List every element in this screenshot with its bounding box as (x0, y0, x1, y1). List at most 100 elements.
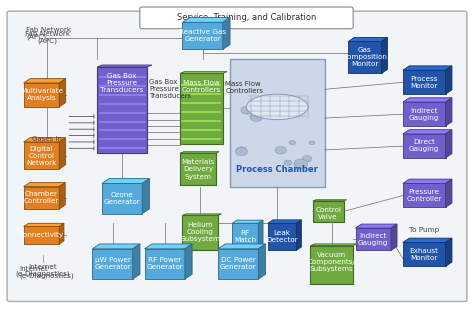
Text: Exhaust
Monitor: Exhaust Monitor (410, 248, 439, 261)
FancyBboxPatch shape (403, 183, 446, 207)
Text: μW Power
Generator: μW Power Generator (94, 257, 131, 271)
Circle shape (250, 113, 263, 122)
Text: Reactive Gas
Generator: Reactive Gas Generator (179, 29, 226, 42)
Circle shape (235, 147, 247, 156)
Polygon shape (391, 224, 397, 250)
Polygon shape (403, 238, 452, 242)
FancyBboxPatch shape (232, 223, 258, 250)
Polygon shape (92, 244, 140, 249)
Polygon shape (180, 72, 227, 73)
FancyBboxPatch shape (92, 249, 133, 279)
FancyBboxPatch shape (145, 249, 185, 279)
Bar (182, 215, 218, 250)
Text: RF
Match: RF Match (234, 230, 256, 243)
Text: Process
Monitor: Process Monitor (410, 76, 438, 89)
Text: Gases In: Gases In (32, 136, 62, 142)
FancyBboxPatch shape (268, 223, 296, 250)
Text: Gas
Composition
Monitor: Gas Composition Monitor (343, 48, 387, 67)
Polygon shape (348, 37, 388, 41)
Text: To Pump: To Pump (409, 227, 439, 234)
Circle shape (237, 147, 247, 154)
Text: Multivariate
Analysis: Multivariate Analysis (20, 88, 63, 101)
Text: Fab Network
(APC): Fab Network (APC) (25, 31, 70, 44)
Circle shape (302, 156, 312, 162)
Text: Mass Flow
Controllers: Mass Flow Controllers (225, 81, 263, 94)
Polygon shape (356, 224, 397, 228)
Text: Gas Box
Pressure
Transducers: Gas Box Pressure Transducers (100, 73, 144, 93)
Circle shape (241, 106, 253, 114)
Polygon shape (296, 220, 301, 250)
Bar (180, 73, 223, 144)
Text: Vacuum
Components/
Subsystems: Vacuum Components/ Subsystems (308, 252, 356, 272)
Polygon shape (446, 238, 452, 266)
Polygon shape (258, 220, 263, 250)
Text: Indirect
Gauging: Indirect Gauging (358, 233, 389, 246)
FancyBboxPatch shape (403, 102, 446, 126)
Polygon shape (24, 138, 65, 142)
Text: Materials
Delivery
System: Materials Delivery System (182, 160, 214, 180)
Bar (180, 153, 216, 185)
Text: Ozone
Generator: Ozone Generator (104, 192, 140, 205)
Polygon shape (218, 244, 265, 249)
Circle shape (309, 141, 315, 145)
FancyBboxPatch shape (230, 59, 325, 187)
Polygon shape (185, 244, 192, 279)
Polygon shape (403, 98, 452, 102)
Text: Direct
Gauging: Direct Gauging (409, 139, 439, 152)
FancyBboxPatch shape (24, 83, 59, 107)
Ellipse shape (246, 94, 308, 120)
Polygon shape (403, 130, 452, 134)
Polygon shape (403, 179, 452, 183)
FancyBboxPatch shape (140, 7, 353, 29)
Text: Process Chamber: Process Chamber (237, 165, 318, 174)
Bar (97, 67, 147, 153)
Polygon shape (59, 223, 64, 244)
Polygon shape (133, 244, 140, 279)
Text: Chamber
Controller: Chamber Controller (24, 191, 59, 204)
Polygon shape (145, 244, 192, 249)
FancyBboxPatch shape (102, 183, 142, 214)
Polygon shape (382, 37, 388, 73)
Polygon shape (24, 223, 64, 226)
Polygon shape (403, 66, 452, 70)
Text: Service, Training, and Calibration: Service, Training, and Calibration (177, 13, 316, 22)
Text: Control
Valve: Control Valve (315, 207, 341, 220)
Polygon shape (142, 179, 149, 214)
Polygon shape (232, 220, 263, 223)
Bar (313, 201, 344, 222)
Polygon shape (258, 244, 265, 279)
Polygon shape (59, 182, 65, 209)
Polygon shape (446, 130, 452, 158)
FancyBboxPatch shape (403, 134, 446, 158)
FancyBboxPatch shape (356, 228, 391, 250)
Circle shape (294, 159, 308, 168)
Text: Fab Network
(APC): Fab Network (APC) (26, 27, 71, 40)
Text: Pressure
Controller: Pressure Controller (407, 189, 442, 202)
Polygon shape (182, 214, 221, 215)
Text: RF Power
Generator: RF Power Generator (146, 257, 183, 271)
FancyBboxPatch shape (24, 187, 59, 209)
Polygon shape (59, 138, 65, 169)
Text: Leak
Detector: Leak Detector (266, 230, 298, 243)
Text: Internet
(e-Diagnostics): Internet (e-Diagnostics) (15, 263, 70, 277)
FancyBboxPatch shape (403, 70, 446, 94)
Polygon shape (313, 200, 346, 201)
Text: Mass Flow
Controllers: Mass Flow Controllers (182, 80, 221, 93)
Polygon shape (268, 220, 301, 223)
Polygon shape (24, 79, 65, 83)
Text: Digital
Control
Network: Digital Control Network (26, 145, 57, 166)
Text: Indirect
Gauging: Indirect Gauging (409, 108, 439, 121)
Polygon shape (24, 182, 65, 187)
FancyBboxPatch shape (403, 242, 446, 266)
Circle shape (289, 140, 296, 145)
Polygon shape (180, 152, 219, 153)
Text: Helium
Cooling
Subsystem: Helium Cooling Subsystem (180, 222, 220, 242)
Circle shape (275, 146, 286, 154)
Polygon shape (446, 66, 452, 94)
Polygon shape (102, 179, 149, 183)
FancyBboxPatch shape (348, 41, 382, 73)
Polygon shape (223, 18, 230, 49)
Polygon shape (182, 18, 230, 22)
Polygon shape (446, 179, 452, 207)
Polygon shape (446, 98, 452, 126)
